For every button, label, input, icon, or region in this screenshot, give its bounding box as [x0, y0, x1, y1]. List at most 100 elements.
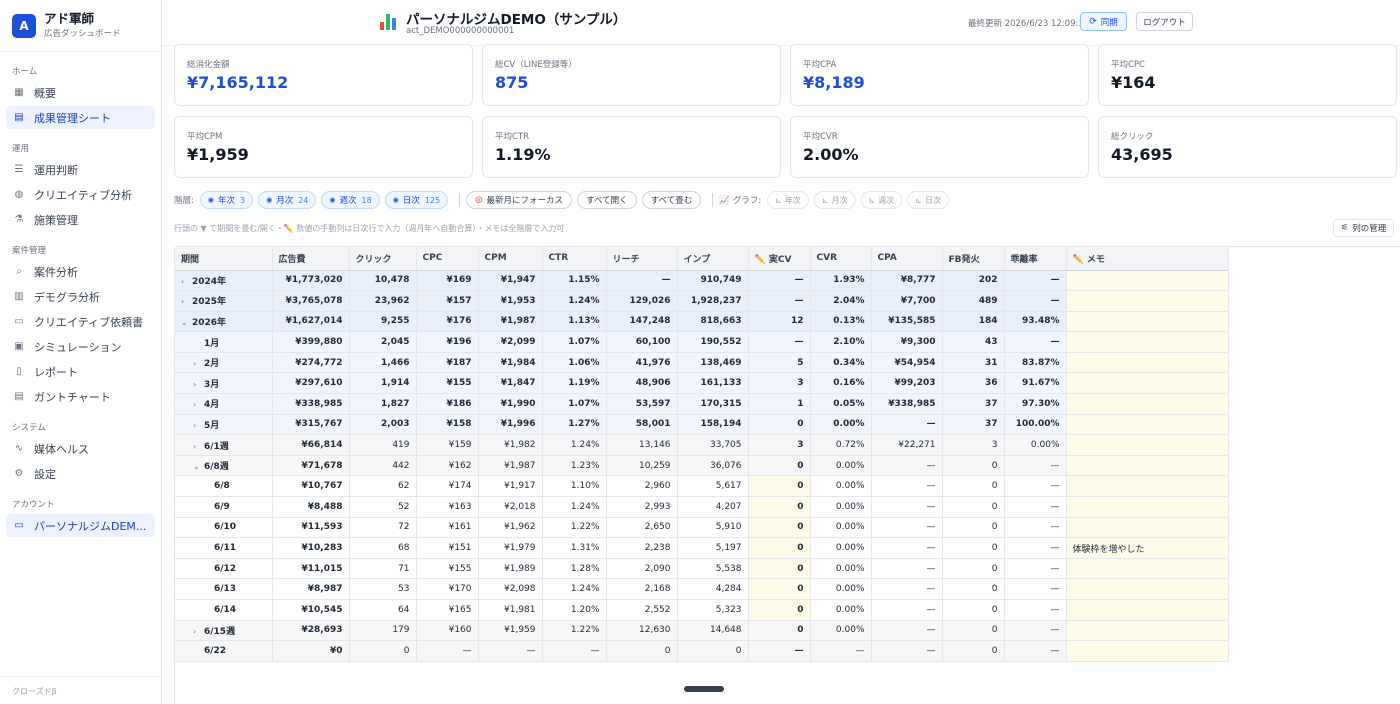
column-header[interactable]: リーチ: [606, 247, 678, 271]
column-header[interactable]: CPA: [871, 247, 943, 271]
sidebar-item[interactable]: ⌕ 案件分析: [6, 260, 155, 283]
table-row[interactable]: 6/10 ¥11,593 72 ¥161 ¥1,962 1.22% 2,650 5,910 0 0…: [175, 517, 1229, 539]
chevron-right-icon[interactable]: ›: [181, 276, 185, 286]
memo-cell[interactable]: [1066, 475, 1229, 498]
table-row[interactable]: › 2025年 ¥3,765,078 23,962 ¥157 ¥1,953 1.24% 129…: [175, 290, 1229, 312]
column-header[interactable]: クリック: [349, 247, 417, 271]
table-row[interactable]: 6/11 ¥10,283 68 ¥151 ¥1,979 1.31% 2,238 5,197 0 0…: [175, 537, 1229, 559]
memo-cell[interactable]: [1066, 270, 1229, 292]
memo-cell[interactable]: [1066, 311, 1229, 333]
column-header[interactable]: CPM: [478, 247, 543, 271]
sidebar-item[interactable]: ◍ クリエイティブ分析: [6, 183, 155, 206]
table-cell[interactable]: 1: [748, 393, 811, 415]
table-cell[interactable]: —: [748, 290, 811, 312]
memo-cell[interactable]: [1066, 578, 1229, 600]
table-row[interactable]: › 4月 ¥338,985 1,827 ¥186 ¥1,990 1.07% 53,597 170…: [175, 393, 1229, 415]
sidebar-item[interactable]: ▣ シミュレーション: [6, 335, 155, 358]
table-row[interactable]: 6/22 ¥0 0— — —0 0— — —0—: [175, 640, 1229, 662]
table-row[interactable]: › 2月 ¥274,772 1,466 ¥187 ¥1,984 1.06% 41,976 138…: [175, 352, 1229, 374]
table-cell[interactable]: 5: [748, 352, 811, 374]
memo-cell[interactable]: 体験枠を増やした: [1066, 537, 1229, 559]
table-cell[interactable]: 3: [748, 372, 811, 395]
table-row[interactable]: ⌄ 2026年 ¥1,627,014 9,255 ¥176 ¥1,987 1.13% 147,…: [175, 311, 1229, 333]
chevron-right-icon[interactable]: ›: [193, 379, 197, 389]
chevron-down-icon[interactable]: ⌄: [181, 317, 188, 327]
table-cell[interactable]: 0: [748, 414, 811, 436]
chevron-right-icon[interactable]: ›: [193, 400, 197, 410]
sync-button[interactable]: ⟳ 同期: [1080, 12, 1127, 31]
sidebar-item[interactable]: ▤ ガントチャート: [6, 385, 155, 408]
chevron-right-icon[interactable]: ›: [193, 441, 197, 451]
scroll-handle[interactable]: [684, 686, 724, 692]
column-header[interactable]: CVR: [810, 247, 872, 271]
memo-cell[interactable]: [1066, 558, 1229, 580]
table-row[interactable]: 6/14 ¥10,545 64 ¥165 ¥1,981 1.20% 2,552 5,323 0 0…: [175, 599, 1229, 621]
memo-cell[interactable]: [1066, 496, 1229, 518]
memo-cell[interactable]: [1066, 640, 1229, 662]
table-cell[interactable]: —: [748, 270, 811, 292]
table-row[interactable]: › 6/15週 ¥28,693 179 ¥160 ¥1,959 1.22% 12,630 14,…: [175, 620, 1229, 642]
table-row[interactable]: › 3月 ¥297,610 1,914 ¥155 ¥1,847 1.19% 48,906 161…: [175, 372, 1229, 395]
graph-button[interactable]: ⊾ 月次: [813, 191, 856, 209]
sidebar-item[interactable]: ⚙ 設定: [6, 462, 155, 485]
chevron-right-icon[interactable]: ›: [181, 297, 185, 307]
table-row[interactable]: › 2024年 ¥1,773,020 10,478 ¥169 ¥1,947 1.15% —91…: [175, 270, 1229, 292]
memo-cell[interactable]: [1066, 331, 1229, 353]
table-cell[interactable]: 0: [748, 455, 811, 477]
focus-latest-month-button[interactable]: ◎ 最新月にフォーカス: [466, 191, 573, 209]
logout-button[interactable]: ログアウト: [1136, 12, 1193, 31]
column-header[interactable]: 期間: [175, 247, 273, 271]
table-cell[interactable]: 0: [748, 558, 811, 580]
memo-cell[interactable]: [1066, 290, 1229, 312]
table-row[interactable]: 1月 ¥399,880 2,045 ¥196 ¥2,099 1.07% 60,100 190,…: [175, 331, 1229, 353]
memo-cell[interactable]: [1066, 599, 1229, 621]
table-cell[interactable]: —: [748, 640, 811, 662]
graph-button[interactable]: ⊾ 日次: [907, 191, 949, 209]
level-chip[interactable]: ◉ 週次 18: [321, 191, 380, 209]
sidebar-item[interactable]: ▯ レポート: [6, 360, 155, 383]
table-cell[interactable]: 0: [748, 599, 811, 621]
table-cell[interactable]: 3: [748, 434, 811, 456]
table-row[interactable]: 6/8 ¥10,767 62 ¥174 ¥1,917 1.10% 2,960 5,617 0 0.…: [175, 475, 1229, 498]
level-chip[interactable]: ◉ 月次 24: [258, 191, 317, 209]
table-cell[interactable]: —: [748, 331, 811, 353]
table-cell[interactable]: 0: [748, 496, 811, 518]
memo-cell[interactable]: [1066, 393, 1229, 415]
performance-table-container[interactable]: 期間 広告費 クリック CPC CPM CTR リーチ インプ ✏️ 実CV CVR CPA FB発火…: [174, 246, 1400, 704]
graph-button[interactable]: ⊾ 年次: [767, 191, 809, 209]
graph-button[interactable]: ⊾ 週次: [860, 191, 903, 209]
level-chip[interactable]: ◉ 年次 3: [199, 191, 254, 209]
table-row[interactable]: › 5月 ¥315,767 2,003 ¥158 ¥1,996 1.27% 58,001 158…: [175, 414, 1229, 436]
column-header[interactable]: ✏️ メモ: [1066, 247, 1229, 271]
column-header[interactable]: 乖離率: [1004, 247, 1067, 271]
column-header[interactable]: 広告費: [272, 247, 350, 271]
table-cell[interactable]: 0: [748, 578, 811, 600]
table-cell[interactable]: 0: [748, 517, 811, 539]
sidebar-item[interactable]: ▥ デモグラ分析: [6, 285, 155, 308]
table-row[interactable]: 6/9 ¥8,488 52 ¥163 ¥2,018 1.24% 2,993 4,207 0 0.0…: [175, 496, 1229, 518]
memo-cell[interactable]: [1066, 455, 1229, 477]
chevron-right-icon[interactable]: ›: [193, 420, 197, 430]
sidebar-item[interactable]: ▤ 成果管理シート: [6, 106, 155, 129]
sidebar-item[interactable]: ⚗ 施策管理: [6, 208, 155, 231]
column-header[interactable]: ✏️ 実CV: [748, 247, 811, 271]
table-cell[interactable]: 0: [748, 475, 811, 498]
memo-cell[interactable]: [1066, 517, 1229, 539]
memo-cell[interactable]: [1066, 414, 1229, 436]
table-row[interactable]: 6/12 ¥11,015 71 ¥155 ¥1,989 1.28% 2,090 5,538 0 0…: [175, 558, 1229, 580]
table-row[interactable]: 6/13 ¥8,987 53 ¥170 ¥2,098 1.24% 2,168 4,284 0 0.…: [175, 578, 1229, 600]
table-cell[interactable]: 0: [748, 620, 811, 642]
memo-cell[interactable]: [1066, 352, 1229, 374]
chevron-down-icon[interactable]: ⌄: [193, 462, 200, 472]
level-chip[interactable]: ◉ 日次 125: [384, 191, 449, 209]
chevron-right-icon[interactable]: ›: [193, 359, 197, 369]
sidebar-item[interactable]: ▭ クリエイティブ依頼書: [6, 310, 155, 333]
column-manage-button[interactable]: ⚟ 列の管理: [1333, 219, 1394, 237]
table-row[interactable]: ⌄ 6/8週 ¥71,678 442 ¥162 ¥1,987 1.23% 10,259 36,0…: [175, 455, 1229, 477]
column-header[interactable]: CTR: [542, 247, 607, 271]
table-cell[interactable]: 0: [748, 537, 811, 559]
sidebar-item[interactable]: ▭ パーソナルジムDEM...: [6, 514, 155, 537]
expand-all-button[interactable]: すべて開く: [577, 191, 637, 209]
collapse-all-button[interactable]: すべて畳む: [641, 191, 702, 209]
sidebar-item[interactable]: ∿ 媒体ヘルス: [6, 437, 155, 460]
